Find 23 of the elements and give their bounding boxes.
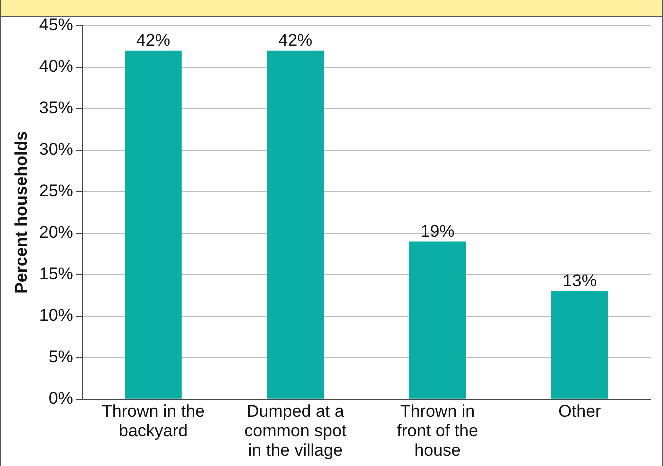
y-tick-label: 5%	[48, 348, 74, 367]
y-tick-label: 25%	[39, 182, 74, 201]
y-tick-label: 30%	[39, 140, 74, 160]
x-tick-label: Thrown in the backyard	[102, 402, 205, 440]
y-tick-label: 45%	[39, 16, 74, 35]
bar	[552, 291, 608, 399]
data-label: 42%	[136, 31, 171, 50]
x-tick-label: Other	[558, 402, 602, 421]
y-tick-label: 35%	[39, 98, 74, 118]
bar	[267, 50, 324, 399]
x-tick-label: Thrown in front of the house	[397, 402, 478, 460]
y-tick-label: 10%	[39, 306, 74, 326]
bar	[125, 50, 182, 399]
y-tick-label: 40%	[39, 57, 74, 76]
y-axis-title: Percent households	[12, 131, 31, 294]
bar	[409, 242, 466, 399]
y-tick-label: 0%	[48, 389, 74, 408]
x-tick-label: Dumped at a common spot in the village	[244, 402, 347, 460]
y-tick-label: 20%	[39, 223, 74, 242]
data-label: 19%	[420, 222, 455, 241]
data-label: 42%	[278, 31, 313, 50]
y-tick-label: 15%	[39, 264, 74, 284]
data-label: 13%	[562, 272, 597, 291]
